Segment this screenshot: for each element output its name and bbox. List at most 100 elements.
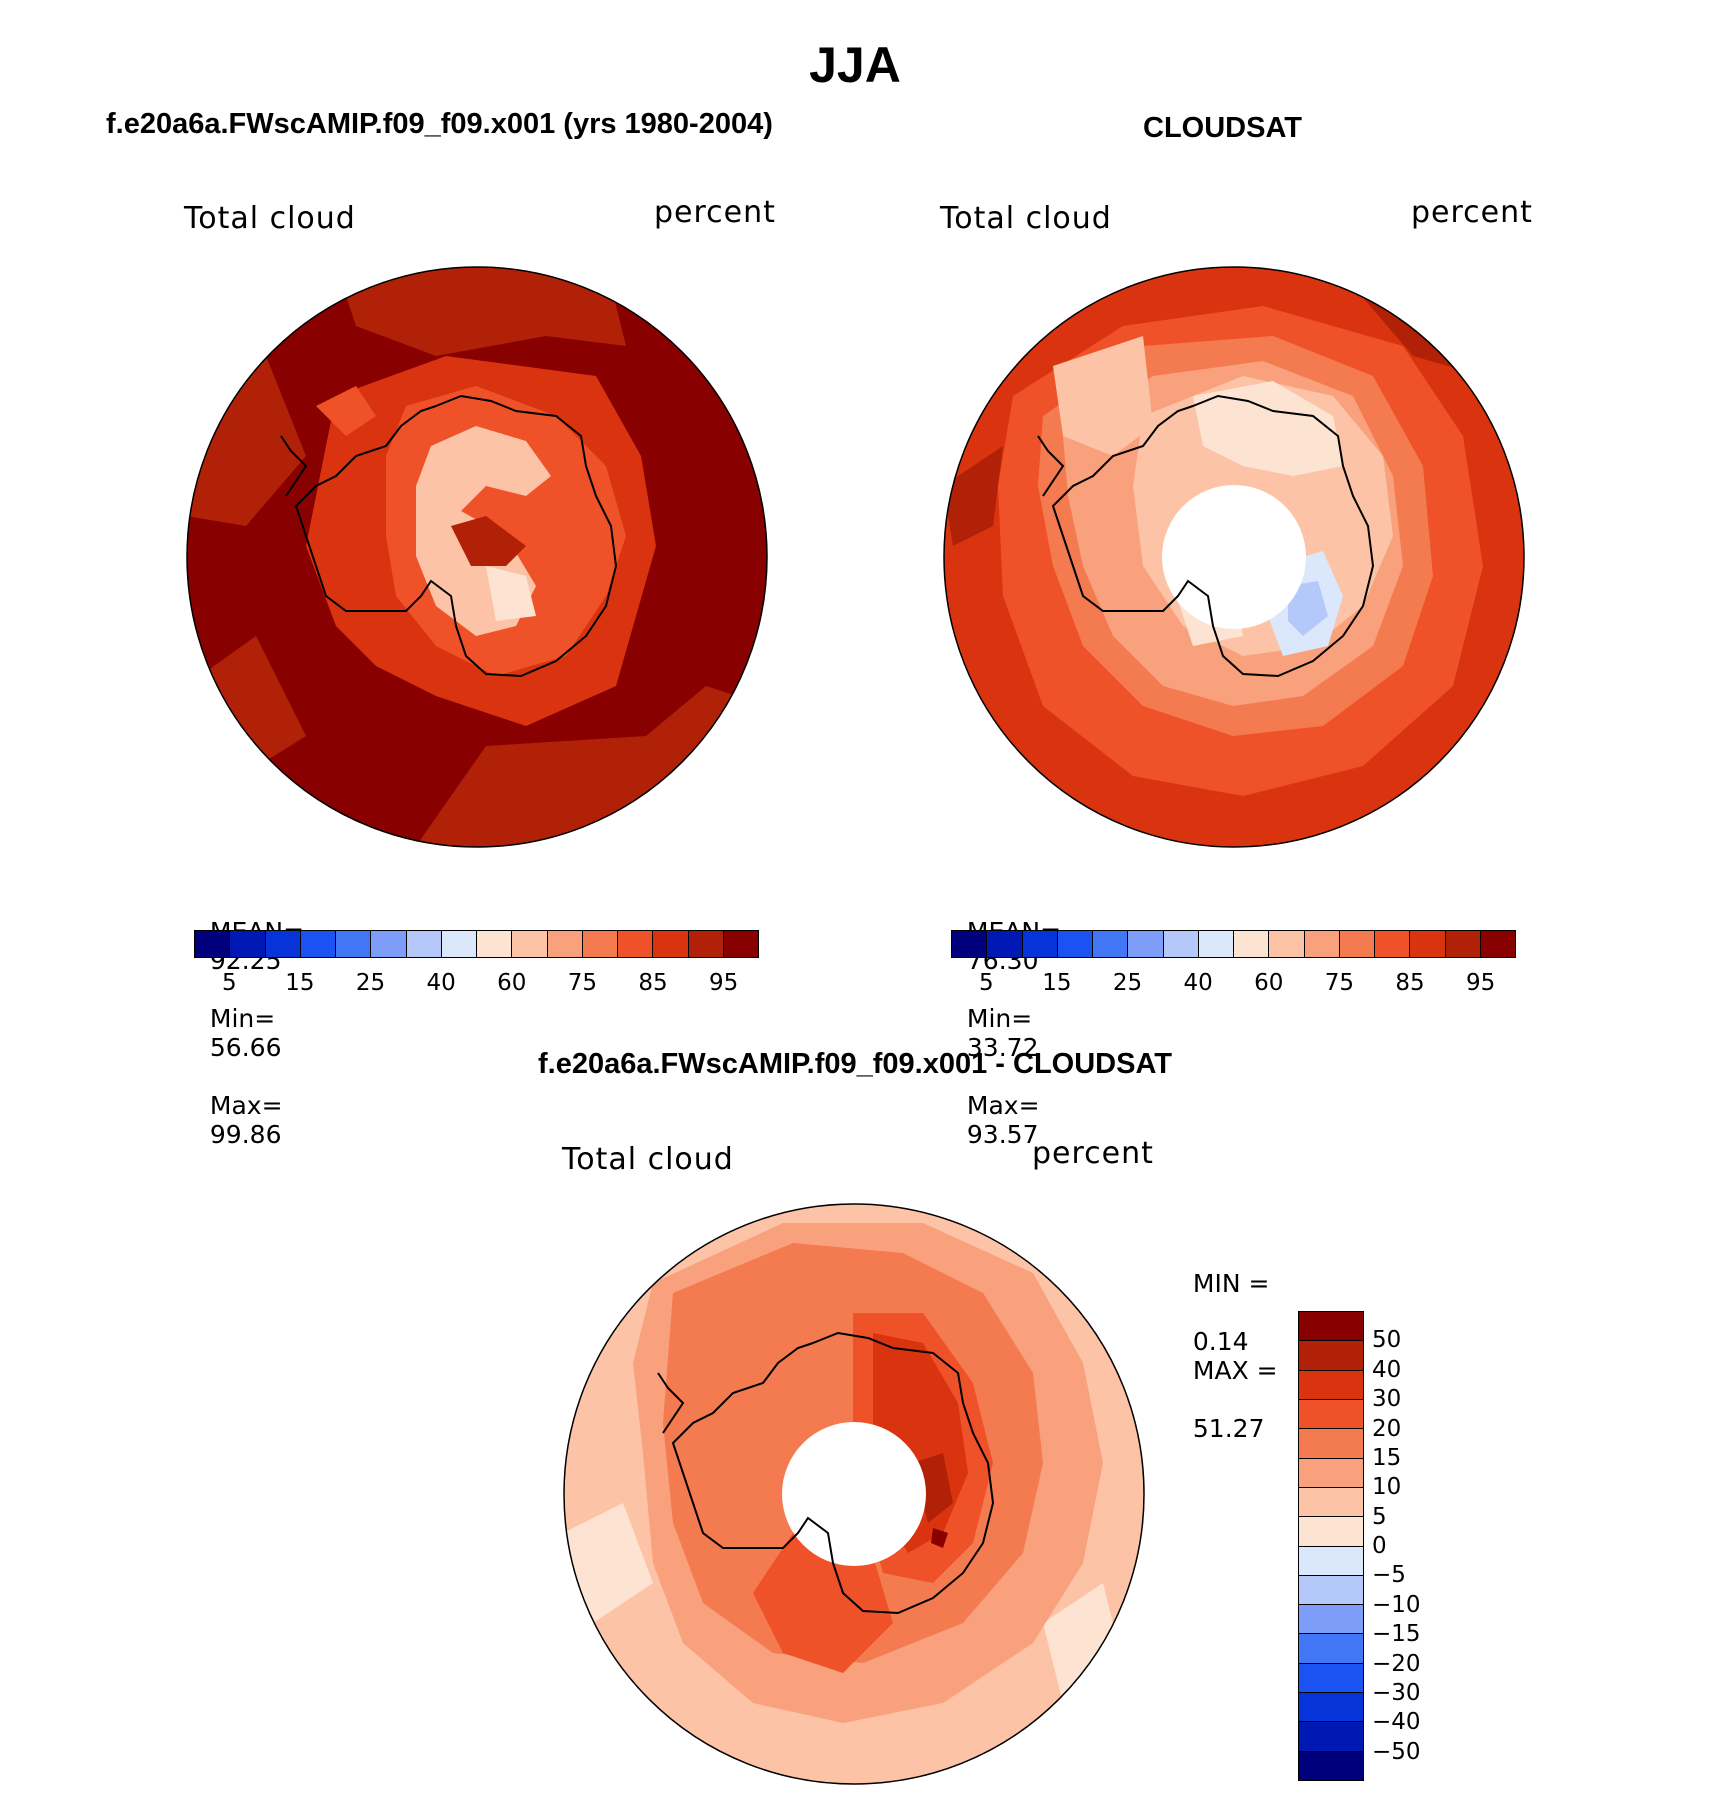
colorbar-swatch [230, 931, 266, 957]
colorbar-swatch [582, 931, 618, 957]
colorbar-tick-label: 40 [1372, 1356, 1402, 1383]
colorbar-swatch [1299, 1312, 1363, 1342]
right-polar-map [943, 266, 1525, 848]
colorbar-tick-label: 5 [221, 970, 237, 996]
left-variable-label: Total cloud [184, 201, 356, 236]
left-max-label: Max= [209, 1091, 283, 1120]
colorbar-swatch [1299, 1487, 1363, 1518]
colorbar-tick-label: 25 [355, 970, 386, 996]
diff-min-label: MIN = [1192, 1269, 1270, 1298]
colorbar-swatch [1375, 931, 1411, 957]
colorbar-tick-label: −20 [1372, 1650, 1421, 1677]
colorbar-swatch [512, 931, 548, 957]
colorbar-swatch [1093, 931, 1129, 957]
colorbar-tick-label: 5 [1372, 1503, 1387, 1530]
colorbar-swatch [618, 931, 654, 957]
diff-max-label: MAX = [1192, 1356, 1278, 1385]
diff-coastline [671, 1331, 995, 1615]
colorbar-tick-label: 75 [567, 970, 598, 996]
colorbar-tick-label: −30 [1372, 1679, 1421, 1706]
colorbar-swatch [195, 931, 231, 957]
left-min-label: Min= [209, 1004, 276, 1033]
diff-variable-label: Total cloud [562, 1142, 734, 1177]
colorbar-swatch [477, 931, 513, 957]
diff-polar-map [563, 1203, 1145, 1785]
colorbar-swatch [1022, 931, 1058, 957]
colorbar-swatch [1299, 1693, 1363, 1723]
colorbar-swatch [300, 931, 336, 957]
left-colorbar [194, 930, 759, 958]
colorbar-swatch [1304, 931, 1340, 957]
left-max-value: 99.86 [209, 1120, 282, 1149]
colorbar-swatch [1339, 931, 1375, 957]
colorbar-swatch [1198, 931, 1234, 957]
colorbar-tick-label: 85 [1395, 970, 1425, 996]
diff-min-value: 0.14 [1192, 1327, 1249, 1356]
colorbar-swatch [1299, 1546, 1363, 1576]
colorbar-tick-label: −10 [1372, 1591, 1421, 1618]
left-units-label: percent [654, 195, 776, 230]
panel-left-title: f.e20a6a.FWscAMIP.f09_f09.x001 (yrs 1980… [106, 108, 773, 140]
diff-max-value: 51.27 [1192, 1414, 1265, 1443]
colorbar-swatch [336, 931, 372, 957]
right-stats: MEAN= 76.30 Min= 33.72 Max= 93.57 [951, 888, 1061, 1149]
colorbar-tick-label: 95 [1466, 970, 1496, 996]
colorbar-swatch [1299, 1458, 1363, 1488]
colorbar-tick-label: 30 [1372, 1386, 1402, 1413]
left-colorbar-ticks: 5 15 25 40 60 75 85 95 [194, 970, 757, 1000]
colorbar-swatch [1299, 1722, 1363, 1752]
right-colorbar [951, 930, 1516, 958]
colorbar-swatch [1234, 931, 1270, 957]
colorbar-swatch [1299, 1634, 1363, 1664]
right-coastline [1051, 394, 1375, 678]
colorbar-tick-label: 15 [285, 970, 315, 996]
colorbar-swatch [1299, 1370, 1363, 1400]
colorbar-swatch [1299, 1341, 1363, 1371]
colorbar-swatch [1410, 931, 1446, 957]
colorbar-tick-label: 15 [1372, 1444, 1402, 1471]
colorbar-tick-label: −50 [1372, 1738, 1421, 1765]
colorbar-swatch [1480, 931, 1515, 957]
colorbar-tick-label: 85 [638, 970, 668, 996]
colorbar-tick-label: 10 [1372, 1474, 1402, 1501]
colorbar-tick-label: 95 [709, 970, 739, 996]
left-min-value: 56.66 [209, 1033, 282, 1062]
colorbar-swatch [1299, 1429, 1363, 1459]
colorbar-swatch [1299, 1605, 1363, 1635]
colorbar-tick-label: 40 [426, 970, 456, 996]
colorbar-swatch [1299, 1399, 1363, 1430]
colorbar-tick-label: 5 [978, 970, 994, 996]
colorbar-tick-label: −15 [1372, 1621, 1421, 1648]
colorbar-swatch [987, 931, 1023, 957]
colorbar-swatch [723, 931, 758, 957]
colorbar-swatch [688, 931, 724, 957]
colorbar-swatch [547, 931, 583, 957]
right-units-label: percent [1411, 195, 1533, 230]
colorbar-tick-label: 15 [1042, 970, 1072, 996]
right-min-value: 33.72 [966, 1033, 1039, 1062]
colorbar-swatch [1299, 1575, 1363, 1606]
colorbar-swatch [653, 931, 689, 957]
colorbar-swatch [1299, 1751, 1363, 1780]
right-min-label: Min= [966, 1004, 1033, 1033]
colorbar-swatch [1163, 931, 1199, 957]
colorbar-swatch [406, 931, 442, 957]
colorbar-swatch [371, 931, 407, 957]
colorbar-swatch [441, 931, 477, 957]
colorbar-tick-label: 20 [1372, 1415, 1402, 1442]
panel-right-title: CLOUDSAT [1143, 112, 1302, 144]
left-stats: MEAN= 92.25 Min= 56.66 Max= 99.86 [194, 888, 304, 1149]
colorbar-tick-label: −40 [1372, 1709, 1421, 1736]
panel-diff-title: f.e20a6a.FWscAMIP.f09_f09.x001 - CLOUDSA… [538, 1048, 1172, 1080]
colorbar-tick-label: −5 [1372, 1562, 1406, 1589]
colorbar-tick-label: 75 [1324, 970, 1355, 996]
colorbar-tick-label: 50 [1372, 1327, 1402, 1354]
right-max-value: 93.57 [966, 1120, 1039, 1149]
colorbar-swatch [952, 931, 988, 957]
colorbar-tick-label: 25 [1112, 970, 1143, 996]
diff-colorbar-ticks: 50 40 30 20 15 10 5 0 −5 −10 −15 −20 −30 −40 −50 [1372, 1311, 1452, 1779]
colorbar-swatch [1445, 931, 1481, 957]
right-colorbar-ticks: 5 15 25 40 60 75 85 95 [951, 970, 1514, 1000]
colorbar-tick-label: 60 [1254, 970, 1284, 996]
colorbar-swatch [265, 931, 301, 957]
